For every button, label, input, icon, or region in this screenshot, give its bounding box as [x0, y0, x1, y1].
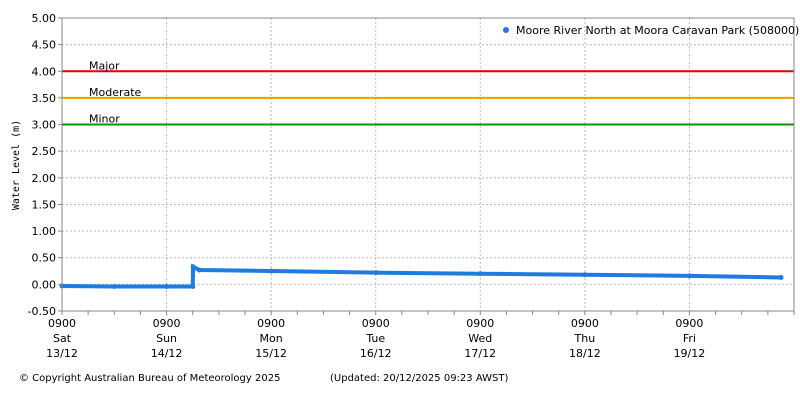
threshold-label: Moderate — [89, 86, 142, 99]
x-tick-label: Thu — [574, 332, 596, 345]
copyright: © Copyright Australian Bureau of Meteoro… — [19, 373, 281, 384]
x-tick-label: Sat — [53, 332, 72, 345]
legend-label: Moore River North at Moora Caravan Park … — [516, 24, 799, 37]
x-tick-label: Wed — [468, 332, 492, 345]
threshold-lines: Major Moderate Minor — [62, 59, 794, 126]
y-tick-label: 1.50 — [32, 198, 57, 211]
y-axis-label: Water Level (m) — [11, 120, 22, 210]
x-tick-label: 17/12 — [464, 347, 496, 360]
x-tick-label: 0900 — [675, 317, 703, 330]
y-tick-label: 3.50 — [32, 92, 57, 105]
data-point — [477, 271, 483, 277]
x-tick-label: Sun — [156, 332, 177, 345]
series-line — [61, 263, 781, 289]
data-point — [196, 267, 202, 273]
legend: Moore River North at Moora Caravan Park … — [503, 24, 799, 37]
data-point — [373, 270, 379, 276]
y-tick-label: 3.00 — [32, 119, 57, 132]
x-tick-label: Fri — [683, 332, 696, 345]
y-tick-label: 0.50 — [32, 252, 57, 265]
x-tick-label: 0900 — [48, 317, 76, 330]
data-point — [778, 274, 784, 280]
data-point — [190, 264, 196, 270]
x-tick-label: 18/12 — [569, 347, 601, 360]
series — [59, 263, 784, 289]
x-tick-label: 0900 — [153, 317, 181, 330]
plot-frame — [61, 17, 795, 312]
x-tick-label: 0900 — [257, 317, 285, 330]
threshold-label: Minor — [89, 113, 120, 126]
y-tick-label: 5.00 — [32, 12, 57, 25]
y-tick-label: 1.00 — [32, 225, 57, 238]
threshold-label: Major — [89, 59, 120, 72]
x-tick-label: 13/12 — [46, 347, 78, 360]
x-tick-label: 0900 — [466, 317, 494, 330]
x-tick-label: 14/12 — [151, 347, 183, 360]
legend-marker — [503, 27, 509, 33]
y-tick-label: -0.50 — [28, 305, 56, 318]
x-tick-label: 0900 — [362, 317, 390, 330]
y-tick-label: 0.00 — [32, 278, 57, 291]
x-tick-label: 19/12 — [674, 347, 706, 360]
x-tick-label: 16/12 — [360, 347, 392, 360]
axes: 5.00 4.50 4.00 3.50 3.00 2.50 2.00 1.50 1.00 0.50… — [28, 12, 795, 360]
water-level-chart: Major Moderate Minor 5.00 4.50 4.00 3.50 3.00 2… — [11, 12, 799, 360]
y-tick-label: 4.50 — [32, 39, 57, 52]
updated-time: (Updated: 20/12/2025 09:23 AWST) — [330, 373, 509, 384]
y-tick-label: 2.50 — [32, 145, 57, 158]
x-tick-label: 0900 — [571, 317, 599, 330]
x-tick-label: 15/12 — [255, 347, 287, 360]
data-point — [268, 268, 274, 274]
data-point — [190, 283, 196, 289]
data-point — [111, 283, 117, 289]
grid — [62, 17, 794, 312]
y-tick-label: 2.00 — [32, 172, 57, 185]
data-point — [686, 273, 692, 279]
x-tick-label: Tue — [365, 332, 385, 345]
y-tick-label: 4.00 — [32, 65, 57, 78]
x-tick-label: Mon — [260, 332, 283, 345]
data-point — [164, 283, 170, 289]
data-point — [582, 272, 588, 278]
